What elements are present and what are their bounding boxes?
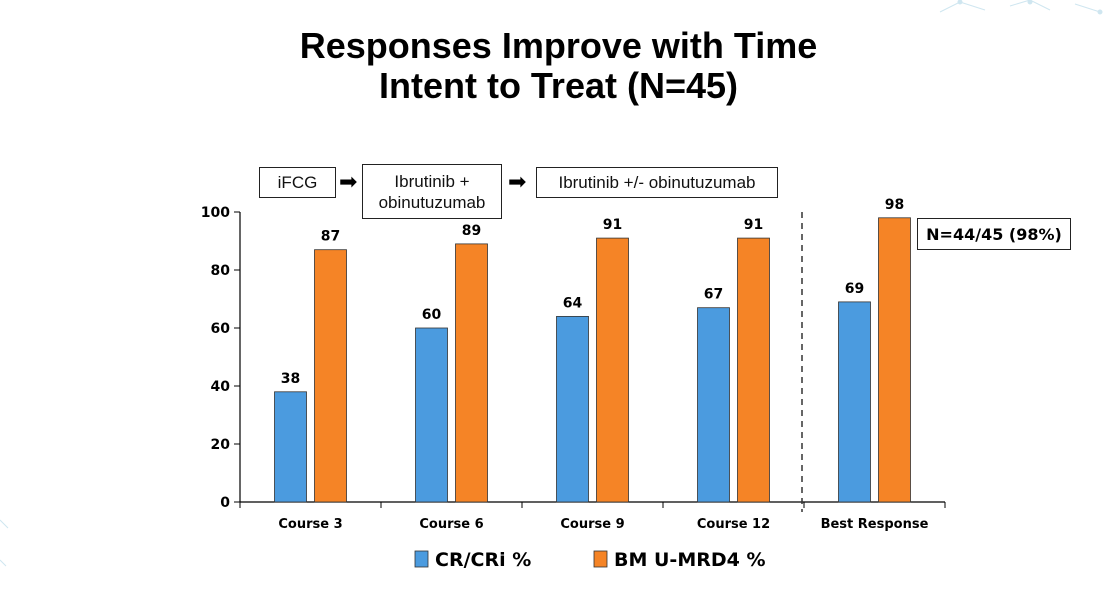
stage-label-ifcg: iFCG	[277, 173, 318, 192]
legend-swatch	[593, 550, 608, 568]
stage-box-ibrutinib-obinutuzumab: Ibrutinib + obinutuzumab	[362, 164, 502, 219]
bar-bm-u-mrd4	[878, 217, 911, 503]
x-tick-label: Course 9	[560, 517, 624, 532]
data-label: 67	[704, 287, 723, 303]
bar-cr-cri	[274, 391, 307, 503]
stage-label-ibrutinib-obinutuzumab: Ibrutinib + obinutuzumab	[378, 171, 486, 212]
x-tick-label: Course 6	[419, 517, 483, 532]
data-label: 69	[845, 281, 864, 297]
y-tick-label: 60	[211, 321, 231, 337]
y-tick-label: 0	[220, 495, 230, 511]
x-tick-label: Course 3	[278, 517, 342, 532]
title-line-2: Intent to Treat (N=45)	[378, 65, 739, 106]
data-label: 60	[422, 307, 442, 323]
stage-box-ifcg: iFCG	[259, 167, 336, 198]
chart-title: Responses Improve with Time Intent to Tr…	[0, 26, 1117, 106]
bar-cr-cri	[838, 301, 871, 503]
y-tick-label: 20	[211, 437, 231, 453]
legend-swatch	[414, 550, 429, 568]
legend-label: BM U-MRD4 %	[614, 549, 766, 571]
bar-cr-cri	[556, 315, 589, 503]
bar-cr-cri	[415, 327, 448, 503]
data-label: 89	[462, 223, 481, 239]
y-tick-label: 100	[201, 205, 230, 221]
arrow-icon: ➡	[508, 169, 527, 194]
title-line-1: Responses Improve with Time	[299, 25, 818, 66]
x-tick-label: Course 12	[697, 517, 770, 532]
y-tick-label: 80	[211, 263, 231, 279]
data-label: 91	[603, 217, 622, 233]
bar-bm-u-mrd4	[455, 243, 488, 503]
data-label: 38	[281, 371, 300, 387]
arrow-icon: ➡	[339, 169, 358, 194]
bar-bm-u-mrd4	[314, 249, 347, 503]
bar-bm-u-mrd4	[737, 237, 770, 503]
legend-label: CR/CRi %	[435, 549, 531, 571]
data-label: 98	[885, 197, 904, 213]
stage-box-ibrutinib-optional-obinutuzumab: Ibrutinib +/- obinutuzumab	[536, 167, 778, 198]
callout-box: N=44/45 (98%)	[917, 218, 1071, 250]
stage-label-ibrutinib-optional-obinutuzumab: Ibrutinib +/- obinutuzumab	[558, 173, 756, 192]
data-label: 64	[563, 295, 583, 311]
x-tick-label: Best Response	[821, 517, 929, 532]
data-label: 87	[321, 229, 340, 245]
bar-bm-u-mrd4	[596, 237, 629, 503]
data-label: 91	[744, 217, 763, 233]
callout-label: N=44/45 (98%)	[926, 224, 1062, 244]
y-tick-label: 40	[211, 379, 231, 395]
decorative-network-icon	[0, 0, 1103, 567]
bar-cr-cri	[697, 307, 730, 503]
